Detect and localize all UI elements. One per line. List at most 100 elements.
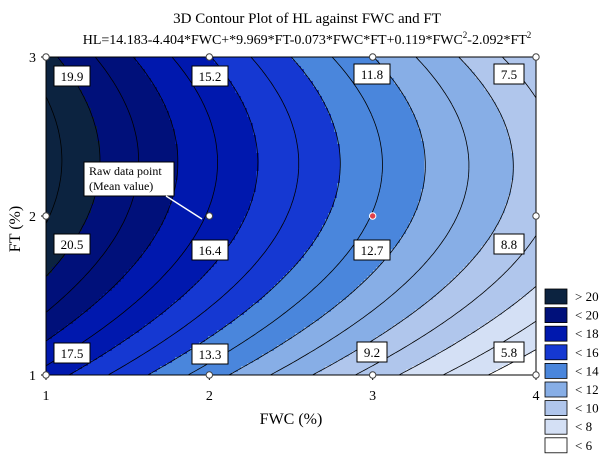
contour-cell — [64, 60, 68, 64]
contour-cell — [61, 279, 65, 283]
contour-cell — [52, 99, 56, 103]
contour-cell — [55, 222, 59, 226]
contour-cell — [46, 93, 50, 97]
contour-cell — [64, 180, 68, 184]
contour-cell — [61, 87, 65, 91]
contour-cell — [52, 258, 56, 262]
contour-cell — [64, 99, 68, 103]
contour-cell — [46, 159, 50, 163]
contour-cell — [64, 141, 68, 145]
contour-cell — [61, 96, 65, 100]
contour-cell — [61, 222, 65, 226]
contour-cell — [49, 261, 53, 265]
contour-cell — [46, 276, 50, 280]
contour-cell — [64, 231, 68, 235]
contour-cell — [46, 267, 50, 271]
contour-cell — [55, 96, 59, 100]
contour-cell — [61, 183, 65, 187]
contour-cell — [61, 126, 65, 130]
contour-cell — [58, 312, 62, 316]
contour-cell — [52, 180, 56, 184]
contour-cell — [55, 318, 59, 322]
contour-cell — [58, 273, 62, 277]
chart-equation: HL=14.183-4.404*FWC+*9.969*FT-0.073*FWC*… — [83, 30, 532, 48]
contour-cell — [55, 135, 59, 139]
contour-cell — [58, 132, 62, 136]
contour-cell — [55, 279, 59, 283]
contour-cell — [61, 93, 65, 97]
contour-cell — [58, 204, 62, 208]
contour-cell — [52, 198, 56, 202]
contour-cell — [64, 150, 68, 154]
contour-cell — [52, 279, 56, 283]
contour-cell — [61, 225, 65, 229]
contour-cell — [55, 270, 59, 274]
contour-cell — [52, 327, 56, 331]
contour-cell — [46, 168, 50, 172]
contour-cell — [52, 207, 56, 211]
contour-cell — [58, 186, 62, 190]
contour-cell — [61, 336, 65, 340]
equation-mid: -2.092*FT — [467, 33, 527, 48]
contour-cell — [58, 291, 62, 295]
contour-cell — [61, 153, 65, 157]
contour-cell — [55, 264, 59, 268]
contour-cell — [58, 336, 62, 340]
contour-cell — [58, 222, 62, 226]
contour-cell — [52, 282, 56, 286]
contour-cell — [55, 105, 59, 109]
contour-cell — [61, 117, 65, 121]
contour-cell — [52, 171, 56, 175]
contour-cell — [61, 60, 65, 64]
contour-cell — [58, 87, 62, 91]
contour-cell — [55, 126, 59, 130]
contour-cell — [61, 120, 65, 124]
contour-cell — [49, 150, 53, 154]
contour-cell — [46, 288, 50, 292]
contour-cell — [49, 135, 53, 139]
contour-cell — [61, 156, 65, 160]
contour-cell — [46, 369, 50, 373]
contour-cell — [49, 63, 53, 67]
contour-cell — [55, 192, 59, 196]
contour-cell — [52, 264, 56, 268]
contour-cell — [61, 144, 65, 148]
contour-cell — [55, 261, 59, 265]
contour-cell — [49, 216, 53, 220]
contour-cell — [58, 63, 62, 67]
contour-cell — [52, 222, 56, 226]
contour-cell — [49, 327, 53, 331]
contour-cell — [46, 108, 50, 112]
contour-cell — [61, 303, 65, 307]
contour-cell — [46, 342, 50, 346]
contour-cell — [58, 114, 62, 118]
contour-cell — [61, 57, 65, 61]
contour-cell — [52, 306, 56, 310]
contour-cell — [46, 87, 50, 91]
contour-cell — [49, 345, 53, 349]
contour-cell — [58, 171, 62, 175]
contour-cell — [52, 126, 56, 130]
contour-cell — [46, 192, 50, 196]
contour-cell — [46, 129, 50, 133]
contour-cell — [49, 324, 53, 328]
contour-cell — [55, 366, 59, 370]
contour-cell — [55, 177, 59, 181]
contour-cell — [46, 174, 50, 178]
contour-cell — [46, 255, 50, 259]
contour-cell — [49, 138, 53, 142]
contour-cell — [52, 165, 56, 169]
contour-cell — [55, 312, 59, 316]
contour-cell — [46, 348, 50, 352]
contour-cell — [58, 366, 62, 370]
contour-cell — [46, 234, 50, 238]
contour-cell — [52, 162, 56, 166]
contour-cell — [49, 294, 53, 298]
contour-cell — [49, 312, 53, 316]
contour-cell — [58, 333, 62, 337]
contour-cell — [55, 363, 59, 367]
contour-cell — [61, 102, 65, 106]
contour-cell — [46, 144, 50, 148]
contour-cell — [52, 276, 56, 280]
contour-cell — [58, 201, 62, 205]
